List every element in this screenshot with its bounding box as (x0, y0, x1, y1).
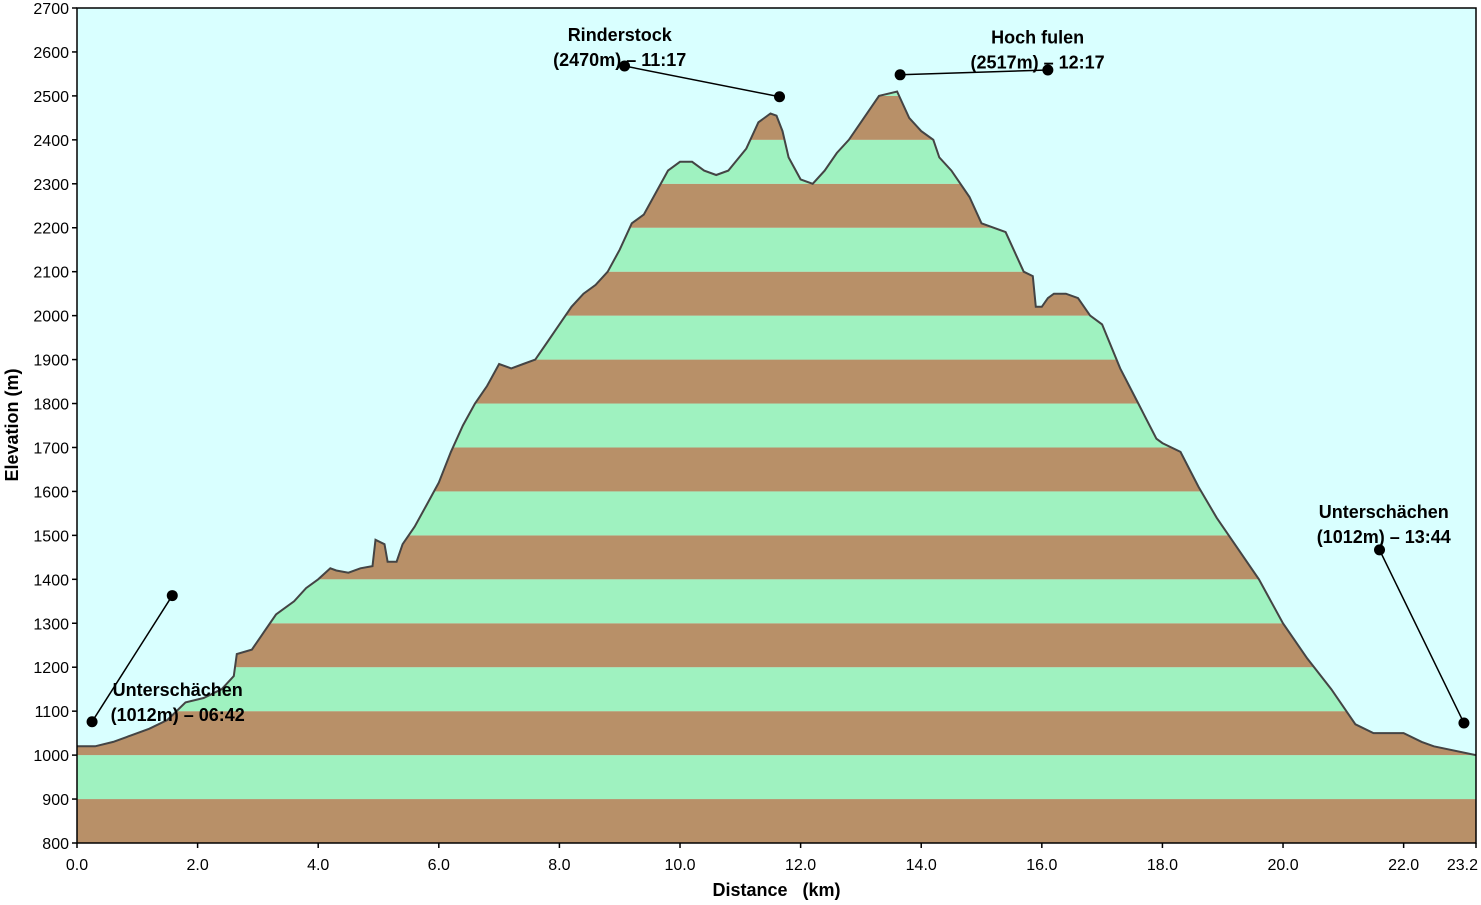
elevation-band (77, 799, 1476, 843)
x-tick-label: 2.0 (186, 857, 208, 874)
y-tick-label: 1800 (33, 397, 69, 414)
callout-line (624, 65, 780, 98)
x-tick-label: 20.0 (1267, 857, 1298, 874)
callout-dot (1042, 64, 1054, 76)
y-tick-label: 2100 (33, 265, 69, 282)
y-axis: 800 900 1000 1100 1200 1300 1400 1500 1600 1700 18… (33, 1, 77, 853)
x-tick-label: 12.0 (785, 857, 816, 874)
y-tick-label: 1600 (33, 484, 69, 501)
y-tick-label: 2000 (33, 309, 69, 326)
plot-frame (76, 7, 1477, 844)
callout-dot (166, 590, 178, 602)
y-axis-title: Elevation (m) (2, 368, 22, 481)
y-tick-label: 2500 (33, 89, 69, 106)
callout-line (91, 595, 173, 723)
x-tick-label: 18.0 (1147, 857, 1178, 874)
callout-dot (86, 716, 98, 728)
waypoint-annotation: Unterschächen (1012m) – 06:42 (86, 590, 245, 728)
y-tick-label: 1700 (33, 440, 69, 457)
y-tick-label: 1000 (33, 748, 69, 765)
annotations: Unterschächen (1012m) – 06:42 Rinderstock (… (86, 25, 1470, 729)
y-tick-label: 2300 (33, 177, 69, 194)
y-tick-label: 800 (42, 836, 69, 853)
waypoint-detail: (2517m) – 12:17 (971, 53, 1105, 73)
callout-line (900, 69, 1048, 76)
waypoint-detail: (2470m) – 11:17 (553, 50, 686, 70)
elevation-band (77, 579, 1476, 624)
x-tick-label: 14.0 (906, 857, 937, 874)
y-tick-label: 1100 (35, 704, 70, 721)
callout-dot (619, 60, 631, 72)
x-tick-label: 16.0 (1026, 857, 1057, 874)
waypoint-detail: (1012m) – 13:44 (1317, 527, 1451, 547)
waypoint-name: Unterschächen (113, 680, 243, 700)
x-axis: 0.0 2.0 4.0 6.0 8.0 10.0 12.0 14.0 16.0 18.0 20.0 2… (66, 843, 1478, 874)
y-tick-label: 1900 (33, 353, 69, 370)
y-tick-label: 1400 (33, 572, 69, 589)
elevation-band (77, 755, 1476, 800)
waypoint-name: Unterschächen (1319, 502, 1449, 522)
waypoint-annotation: Unterschächen (1012m) – 13:44 (1317, 502, 1470, 729)
y-tick-label: 2600 (33, 45, 69, 62)
elevation-band (77, 667, 1476, 712)
x-tick-label: 4.0 (307, 857, 329, 874)
waypoint-name: Rinderstock (568, 25, 673, 45)
y-tick-label: 1200 (33, 660, 69, 677)
callout-dot (774, 91, 786, 103)
waypoint-name: Hoch fulen (991, 28, 1084, 48)
x-tick-label: 22.0 (1388, 857, 1419, 874)
x-tick-label: 8.0 (548, 857, 570, 874)
callout-line (1378, 549, 1465, 724)
y-tick-label: 1300 (33, 616, 69, 633)
elevation-band (77, 711, 1476, 756)
y-tick-label: 1500 (33, 528, 69, 545)
x-tick-label: 10.0 (664, 857, 695, 874)
x-tick-label: 6.0 (428, 857, 450, 874)
waypoint-detail: (1012m) – 06:42 (111, 705, 245, 725)
y-tick-label: 2200 (33, 221, 69, 238)
elevation-band (77, 623, 1476, 668)
callout-dot (1374, 544, 1386, 556)
waypoint-annotation: Hoch fulen (2517m) – 12:17 (894, 28, 1105, 81)
x-tick-label: 0.0 (66, 857, 88, 874)
waypoint-annotation: Rinderstock (2470m) – 11:17 (553, 25, 786, 103)
y-tick-label: 2700 (33, 1, 69, 18)
x-tick-label: 23.2 (1447, 857, 1478, 874)
callout-dot (1458, 717, 1470, 729)
y-tick-label: 900 (42, 792, 69, 809)
elevation-profile-line (77, 90, 1476, 757)
y-tick-label: 2400 (33, 133, 69, 150)
callout-dot (894, 69, 906, 81)
x-axis-title: Distance (km) (712, 880, 840, 900)
